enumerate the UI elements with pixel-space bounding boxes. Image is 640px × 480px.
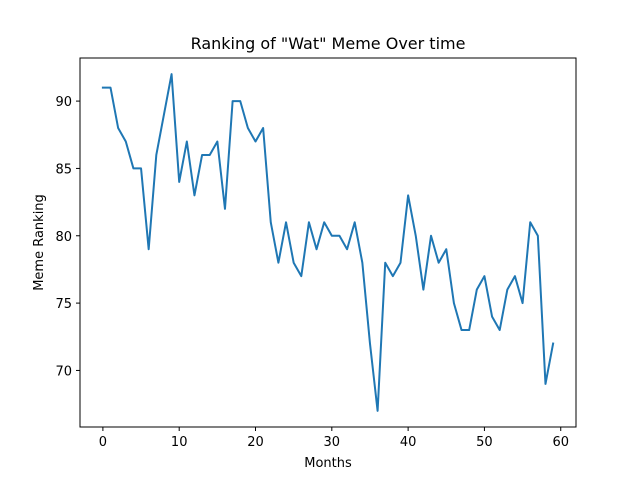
y-tick-label: 70	[55, 364, 72, 379]
x-axis-ticks: 0 10 20 30 40 50 60	[99, 427, 569, 450]
x-tick-label: 0	[99, 435, 107, 450]
plot-area-frame	[79, 57, 577, 428]
x-tick-label: 40	[400, 435, 417, 450]
chart-title: Ranking of "Wat" Meme Over time	[191, 34, 466, 53]
y-axis-ticks: 70 75 80 85 90	[55, 95, 80, 379]
y-tick-label: 80	[55, 230, 72, 245]
x-tick-label: 30	[324, 435, 341, 450]
x-tick-label: 50	[476, 435, 493, 450]
y-tick-label: 75	[55, 297, 72, 312]
y-tick-label: 85	[55, 162, 72, 177]
series-line	[101, 73, 555, 412]
x-tick-label: 20	[247, 435, 264, 450]
y-tick-label: 90	[55, 95, 72, 110]
x-tick-label: 60	[552, 435, 569, 450]
y-axis-label: Meme Ranking	[32, 194, 47, 291]
x-tick-label: 10	[171, 435, 188, 450]
x-axis-label: Months	[304, 456, 352, 471]
